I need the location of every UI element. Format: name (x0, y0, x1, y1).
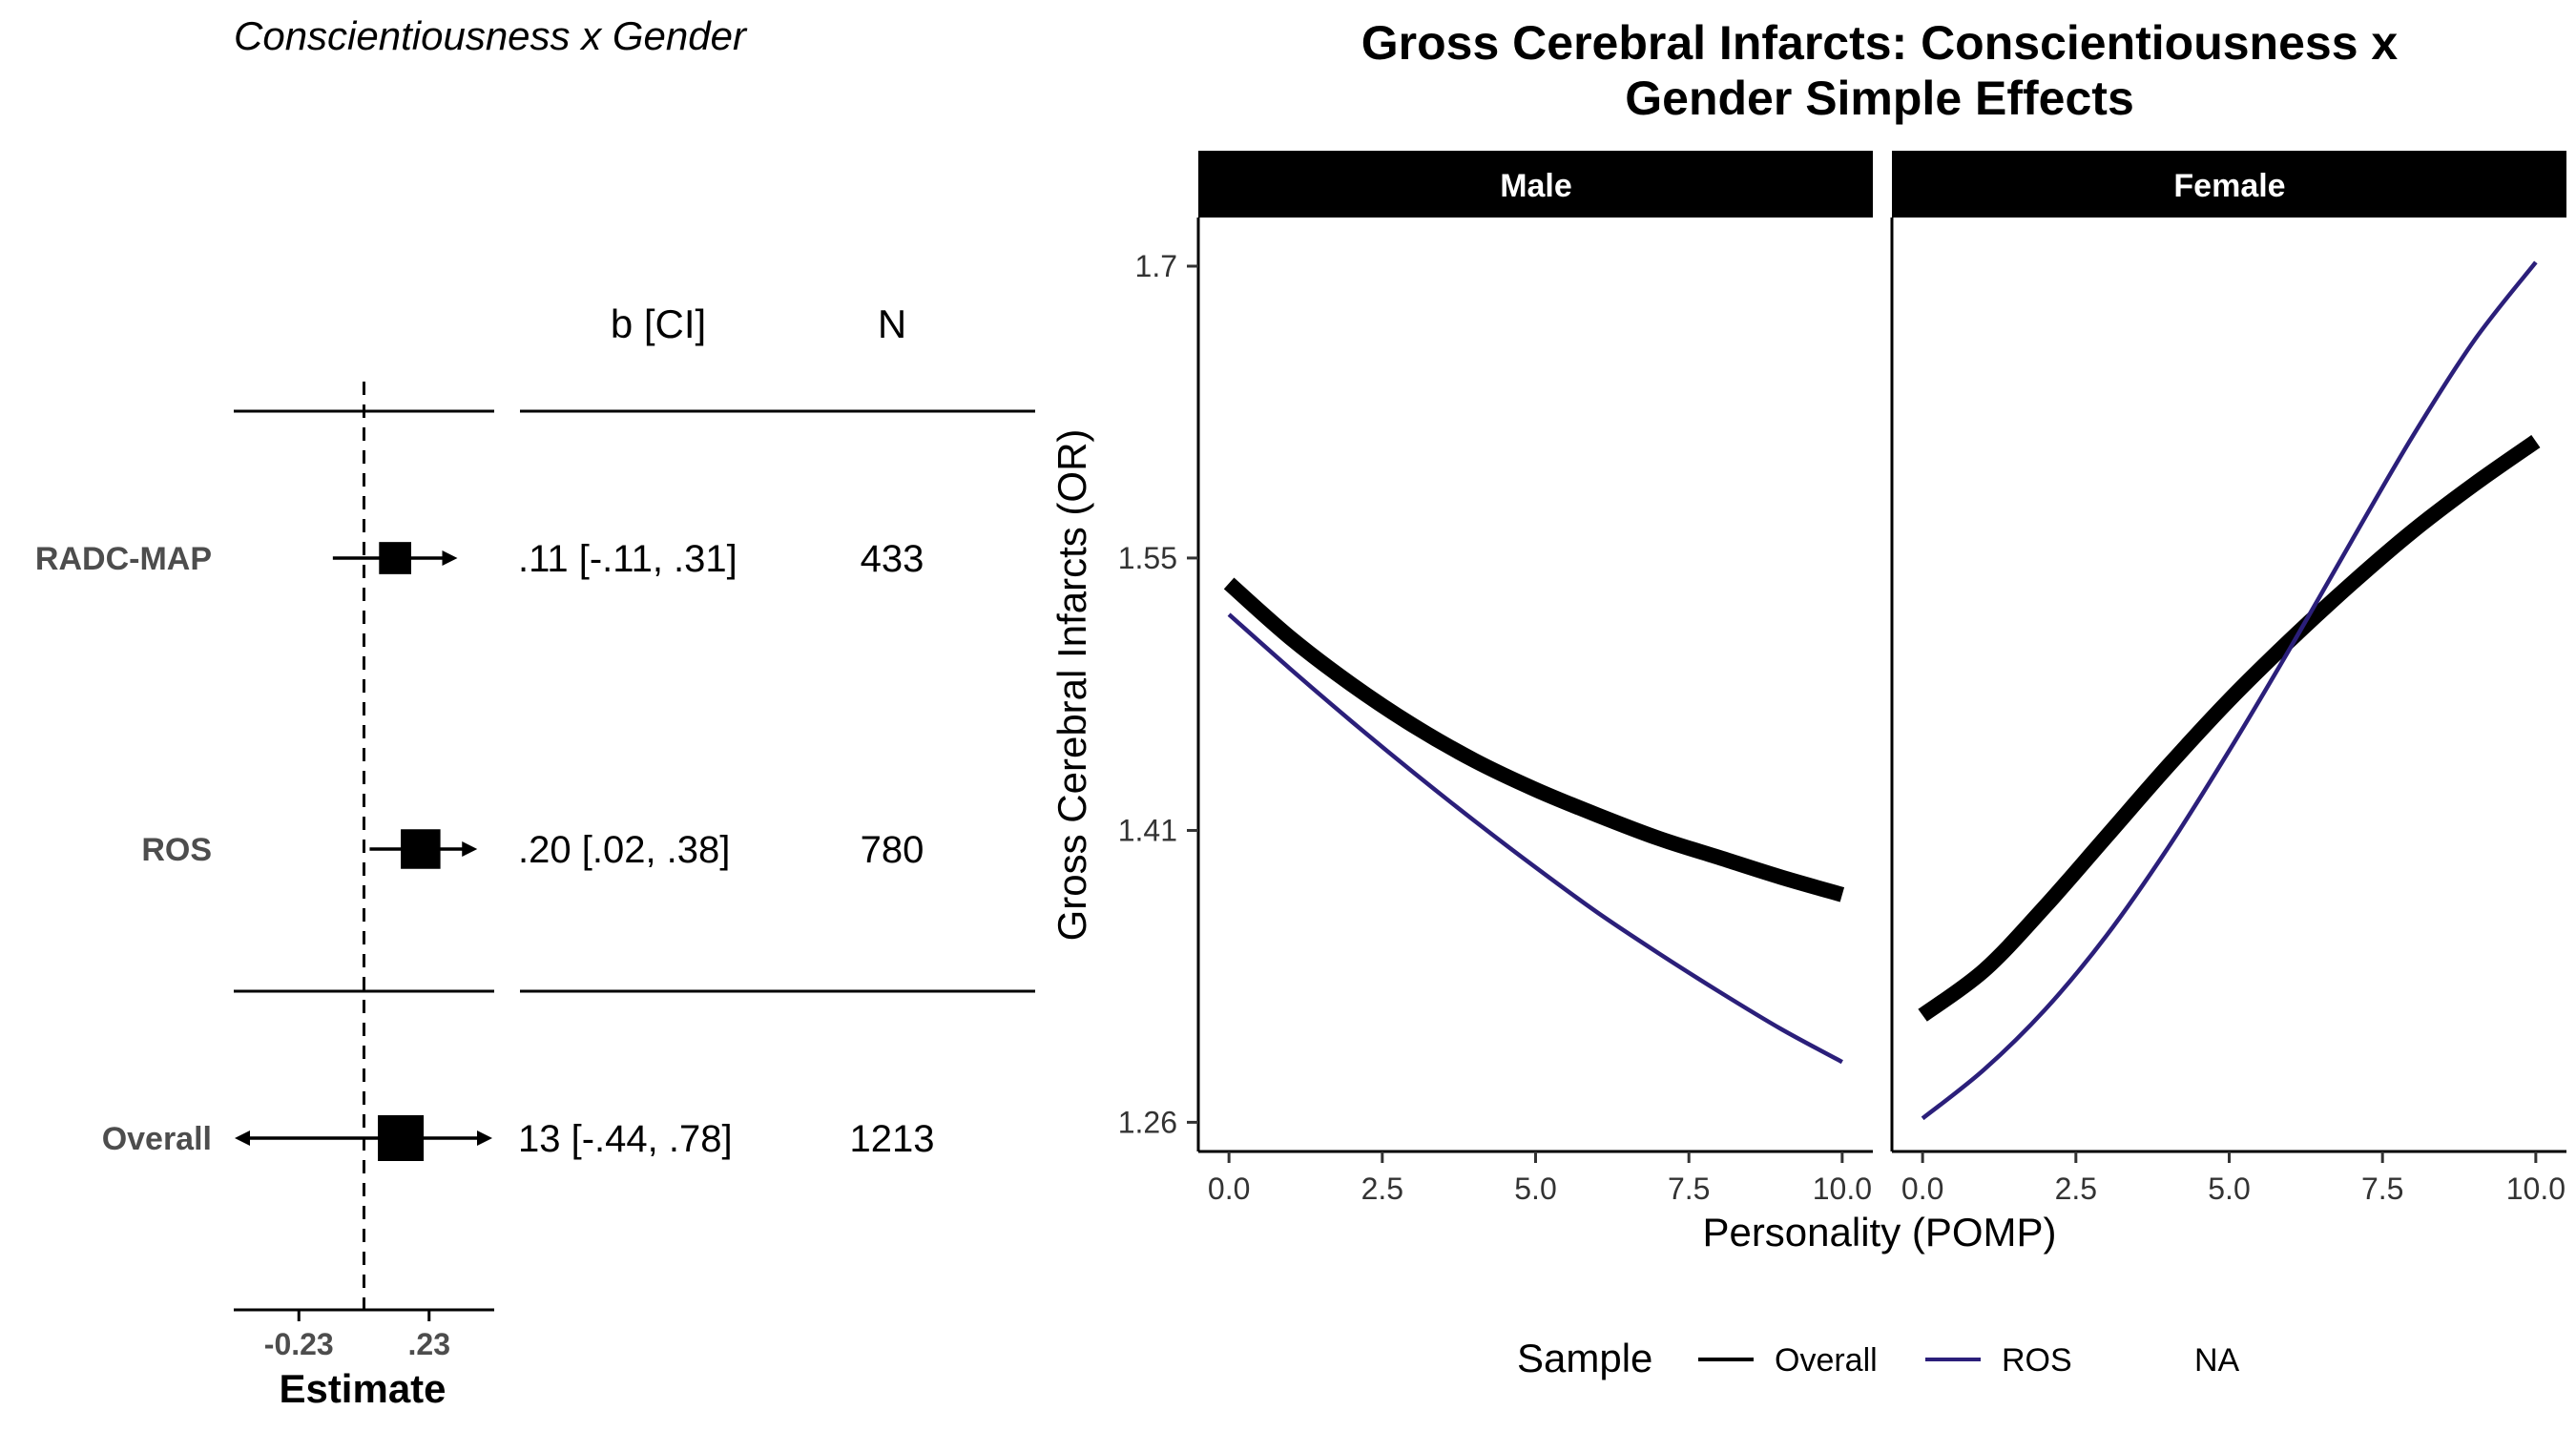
ci-arrow-lower-overall (235, 1130, 250, 1146)
forest-x-tick-label: -0.23 (264, 1327, 334, 1361)
y-axis-ticks: 1.26 1.41 1.55 1.7 (1118, 249, 1198, 1139)
legend-label-ros: ROS (2002, 1342, 2072, 1379)
x-tick-label: 2.5 (2055, 1172, 2097, 1206)
chart-title-line-1: Gross Cerebral Infarcts: Conscientiousne… (1361, 16, 2399, 70)
forest-rows: RADC-MAP .11 [-.11, .31] 433 ROS .20 [.02, .… (35, 538, 935, 1161)
column-header-n: N (878, 301, 906, 346)
y-axis-title: Gross Cerebral Infarcts (OR) (1049, 429, 1094, 942)
n-text-overall: 1213 (850, 1118, 935, 1160)
y-tick-label: 1.26 (1118, 1105, 1177, 1139)
x-tick-label: 5.0 (1514, 1172, 1556, 1206)
n-text-ros: 780 (861, 829, 924, 871)
forest-x-ticks: -0.23 .23 (264, 1310, 450, 1361)
x-tick-label: 10.0 (2506, 1172, 2566, 1206)
series-line-female-ros (1921, 260, 2538, 1121)
y-tick-label: 1.41 (1118, 813, 1177, 847)
legend: Sample Overall ROS NA (1517, 1336, 2240, 1380)
facet-strip-label-female: Female (2173, 168, 2285, 204)
ci-text-ros: .20 [.02, .38] (518, 829, 730, 871)
facet-strip-female (1892, 151, 2566, 218)
forest-subtitle: Conscientiousness x Gender (234, 13, 748, 58)
ci-text-radc-map: .11 [-.11, .31] (518, 538, 737, 580)
forest-x-tick-label: .23 (408, 1327, 450, 1361)
row-label-radc-map: RADC-MAP (35, 541, 212, 577)
ci-text-overall: 13 [-.44, .78] (518, 1118, 733, 1160)
x-axis-title: Personality (POMP) (1702, 1210, 2056, 1255)
series-line-male-ros (1227, 612, 1843, 1065)
column-header-estimate: b [CI] (611, 301, 706, 346)
y-tick-label: 1.7 (1135, 249, 1177, 283)
facet-strip-label-male: Male (1500, 168, 1572, 204)
point-estimate-radc-map (379, 542, 411, 574)
x-axis-ticks: 0.0 2.5 5.0 7.5 10.0 0.0 2.5 5.0 7.5 10.0 (1208, 1151, 2566, 1206)
x-tick-label: 7.5 (1668, 1172, 1710, 1206)
series-lines (1223, 260, 2541, 1121)
x-tick-label: 0.0 (1208, 1172, 1250, 1206)
x-tick-label: 2.5 (1361, 1172, 1403, 1206)
x-tick-label: 5.0 (2208, 1172, 2250, 1206)
row-label-overall: Overall (102, 1121, 212, 1157)
ci-arrow-upper-ros (462, 841, 478, 857)
series-line-female-overall (1918, 434, 2541, 1022)
facet-strip-male (1198, 151, 1873, 218)
point-estimate-ros (401, 829, 441, 869)
point-estimate-overall (378, 1115, 425, 1161)
forest-plot: Conscientiousness x Gender b [CI] N RADC… (35, 13, 1035, 1411)
n-text-radc-map: 433 (861, 538, 924, 580)
series-line-male-overall (1223, 577, 1845, 902)
x-tick-label: 7.5 (2361, 1172, 2403, 1206)
x-tick-label: 10.0 (1813, 1172, 1872, 1206)
ci-arrow-upper-overall (477, 1130, 492, 1146)
chart-title-line-2: Gender Simple Effects (1625, 72, 2134, 125)
legend-label-na: NA (2194, 1342, 2240, 1379)
x-tick-label: 0.0 (1901, 1172, 1943, 1206)
row-label-ros: ROS (141, 832, 212, 868)
line-chart: Gross Cerebral Infarcts: Conscientiousne… (1049, 16, 2566, 1380)
forest-x-axis-title: Estimate (279, 1366, 446, 1411)
legend-title: Sample (1517, 1336, 1652, 1380)
legend-label-overall: Overall (1775, 1342, 1878, 1379)
ci-arrow-upper-radc-map (442, 550, 458, 566)
y-tick-label: 1.55 (1118, 541, 1177, 575)
